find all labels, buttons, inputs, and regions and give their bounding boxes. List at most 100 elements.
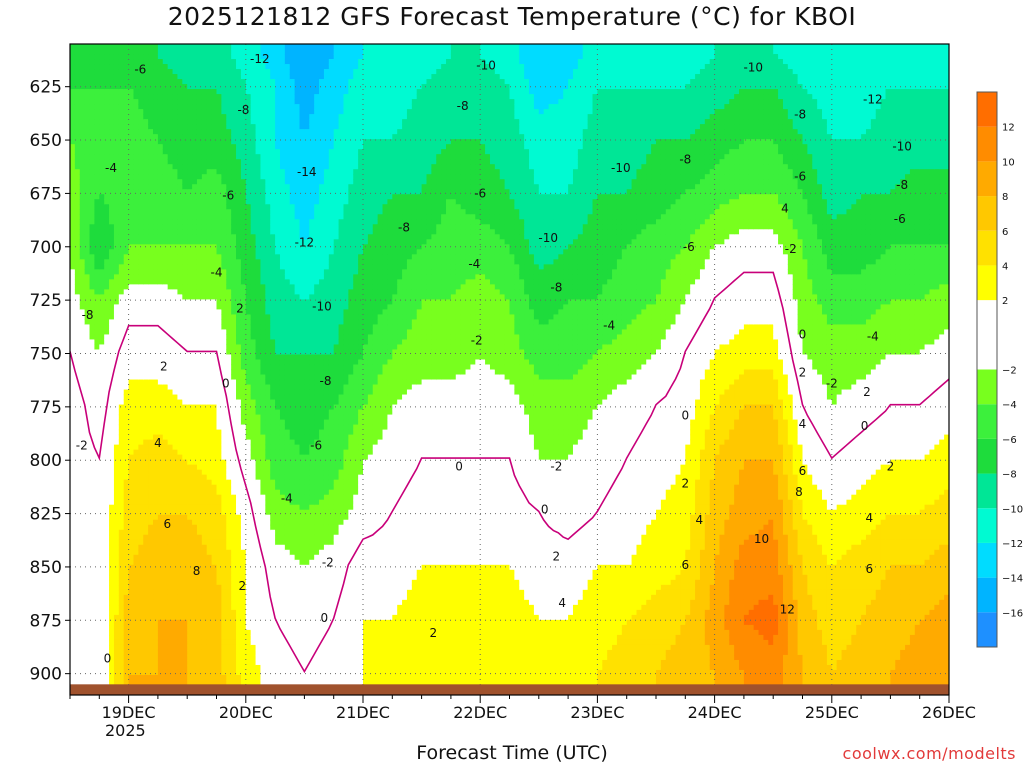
field-cell	[109, 174, 115, 180]
field-cell	[172, 234, 179, 240]
field-cell	[128, 589, 135, 596]
field-cell	[162, 74, 169, 80]
field-cell	[104, 189, 110, 195]
field-cell	[118, 394, 125, 401]
field-cell	[216, 514, 222, 521]
field-cell	[157, 534, 164, 541]
field-cell	[143, 569, 149, 576]
field-cell	[109, 459, 115, 466]
field-cell	[172, 454, 179, 461]
field-cell	[99, 344, 105, 351]
field-cell	[192, 84, 198, 90]
field-cell	[216, 539, 222, 546]
field-cell	[250, 364, 257, 371]
field-cell	[250, 554, 257, 561]
field-cell	[128, 344, 135, 351]
field-cell	[128, 209, 135, 215]
field-cell	[250, 354, 257, 361]
field-cell	[231, 274, 237, 280]
field-cell	[79, 359, 86, 366]
field-cell	[153, 569, 159, 576]
field-cell	[138, 584, 144, 591]
field-cell	[182, 214, 188, 220]
field-cell	[172, 634, 179, 641]
field-cell	[167, 509, 174, 516]
field-cell	[104, 569, 110, 576]
field-cell	[226, 274, 232, 280]
field-cell	[89, 574, 96, 581]
field-cell	[99, 634, 105, 641]
field-cell	[143, 469, 149, 476]
field-cell	[245, 574, 252, 581]
field-cell	[157, 379, 164, 386]
field-cell	[84, 649, 91, 656]
field-cell	[167, 274, 174, 280]
field-cell	[167, 324, 174, 331]
field-cell	[240, 634, 247, 641]
field-cell	[192, 534, 198, 541]
field-cell	[118, 414, 125, 421]
field-cell	[177, 194, 183, 200]
field-cell	[157, 569, 164, 576]
field-cell	[128, 129, 135, 135]
field-cell	[177, 659, 183, 666]
field-cell	[206, 524, 213, 531]
field-cell	[250, 249, 257, 255]
field-cell	[211, 89, 218, 95]
field-cell	[211, 174, 218, 180]
field-cell	[167, 164, 174, 170]
field-cell	[245, 279, 252, 285]
field-cell	[128, 234, 135, 240]
field-cell	[240, 664, 247, 671]
field-cell	[236, 269, 242, 275]
field-cell	[118, 679, 125, 686]
field-cell	[226, 579, 232, 586]
field-cell	[206, 284, 213, 290]
field-cell	[182, 54, 188, 60]
field-cell	[94, 454, 100, 461]
field-cell	[84, 509, 91, 516]
field-cell	[196, 644, 203, 651]
field-cell	[157, 629, 164, 636]
field-cell	[109, 524, 115, 531]
field-cell	[221, 634, 227, 641]
field-cell	[177, 554, 183, 561]
field-cell	[128, 559, 135, 566]
field-cell	[162, 414, 169, 421]
field-cell	[99, 59, 105, 65]
field-cell	[104, 559, 110, 566]
field-cell	[236, 169, 242, 175]
field-cell	[192, 459, 198, 466]
field-cell	[138, 289, 144, 295]
field-cell	[187, 509, 193, 516]
field-cell	[231, 579, 237, 586]
field-cell	[94, 324, 100, 331]
field-cell	[113, 274, 120, 280]
field-cell	[177, 644, 183, 651]
field-cell	[196, 259, 203, 265]
field-cell	[74, 439, 81, 446]
field-cell	[196, 359, 203, 366]
field-cell	[79, 184, 86, 190]
field-cell	[226, 114, 232, 120]
field-cell	[109, 254, 115, 260]
field-cell	[118, 359, 125, 366]
field-cell	[153, 284, 159, 290]
field-cell	[99, 249, 105, 255]
field-cell	[89, 449, 96, 456]
field-cell	[245, 124, 252, 130]
field-cell	[245, 594, 252, 601]
field-cell	[109, 639, 115, 646]
field-cell	[109, 134, 115, 140]
field-cell	[221, 184, 227, 190]
field-cell	[187, 494, 193, 501]
field-cell	[226, 364, 232, 371]
field-cell	[99, 629, 105, 636]
field-cell	[187, 504, 193, 511]
field-cell	[94, 109, 100, 115]
field-cell	[89, 139, 96, 145]
field-cell	[211, 464, 218, 471]
field-cell	[79, 599, 86, 606]
field-cell	[162, 629, 169, 636]
field-cell	[240, 324, 247, 331]
